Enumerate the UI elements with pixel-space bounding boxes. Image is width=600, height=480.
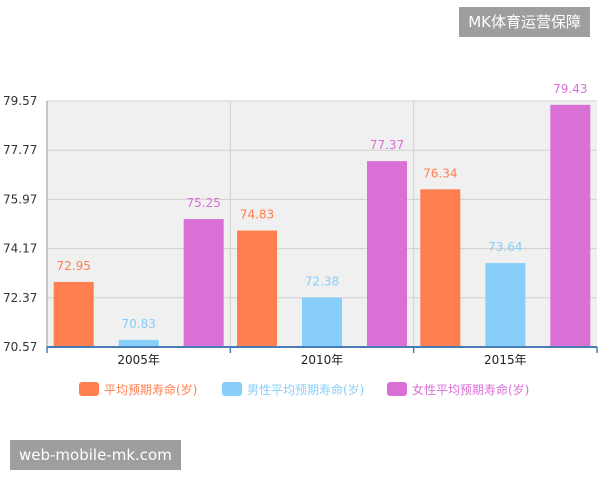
bar xyxy=(183,219,224,347)
legend-swatch xyxy=(79,382,99,396)
bar xyxy=(302,297,342,347)
y-tick-label: 74.17 xyxy=(3,242,37,256)
data-label: 79.43 xyxy=(553,82,587,96)
legend-label: 男性平均预期寿命(岁) xyxy=(247,382,364,397)
y-tick-label: 75.97 xyxy=(3,192,37,206)
data-label: 72.38 xyxy=(305,275,339,289)
watermark-bottom-left: web-mobile-mk.com xyxy=(10,440,181,470)
data-label: 73.64 xyxy=(488,240,522,254)
bar xyxy=(237,230,277,347)
x-tick-label: 2015年 xyxy=(484,353,527,367)
x-tick-label: 2005年 xyxy=(117,353,160,367)
bar xyxy=(420,189,461,347)
data-label: 75.25 xyxy=(186,196,220,210)
data-label: 77.37 xyxy=(370,138,404,152)
legend-label: 女性平均预期寿命(岁) xyxy=(412,382,529,397)
y-tick-label: 77.77 xyxy=(3,143,37,157)
bar xyxy=(485,263,526,347)
y-tick-label: 70.57 xyxy=(3,340,37,354)
x-tick-label: 2010年 xyxy=(301,353,344,367)
bar xyxy=(550,104,591,348)
data-label: 74.83 xyxy=(240,208,274,222)
watermark-top-right: MK体育运营保障 xyxy=(459,7,590,37)
legend-label: 平均预期寿命(岁) xyxy=(104,382,197,397)
legend-swatch xyxy=(222,382,242,396)
bar xyxy=(118,339,159,347)
y-tick-label: 79.57 xyxy=(3,94,37,108)
data-label: 72.95 xyxy=(56,259,90,273)
data-label: 76.34 xyxy=(423,166,457,180)
data-label: 70.83 xyxy=(121,317,155,331)
bar xyxy=(367,161,407,347)
legend-swatch xyxy=(387,382,407,396)
y-tick-label: 72.37 xyxy=(3,291,37,305)
bar xyxy=(53,281,94,347)
